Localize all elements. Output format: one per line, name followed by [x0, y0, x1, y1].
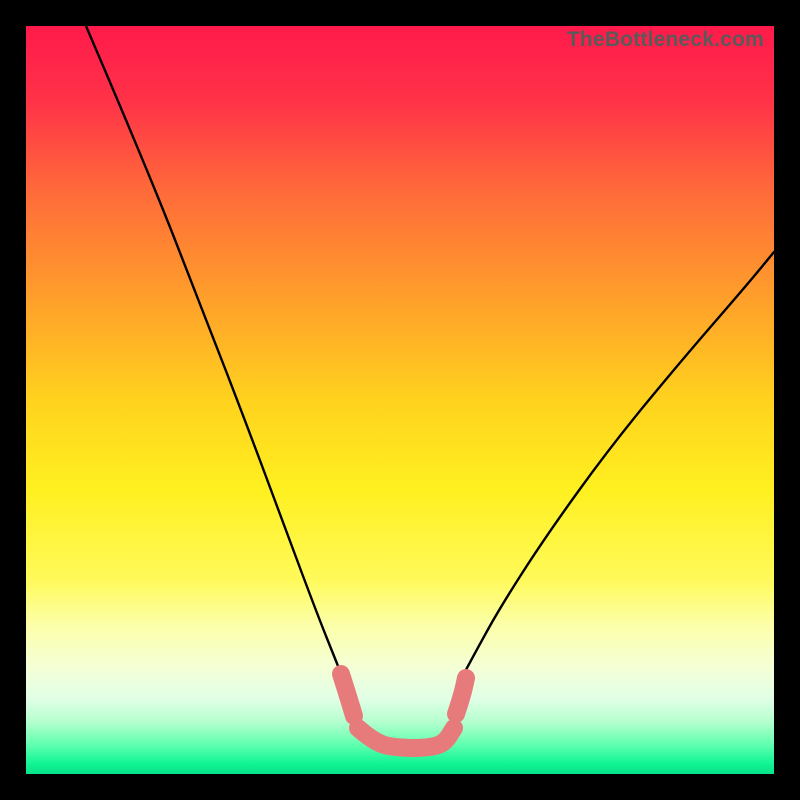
curve-right-branch — [460, 252, 774, 681]
curve-left-branch — [86, 26, 344, 681]
plot-area: TheBottleneck.com — [26, 26, 774, 774]
curves-layer — [26, 26, 774, 774]
highlight-segment-0 — [341, 674, 354, 716]
bottom-highlight — [341, 674, 466, 748]
highlight-segment-2 — [456, 678, 466, 714]
highlight-segment-1 — [358, 728, 454, 748]
outer-frame: TheBottleneck.com — [0, 0, 800, 800]
